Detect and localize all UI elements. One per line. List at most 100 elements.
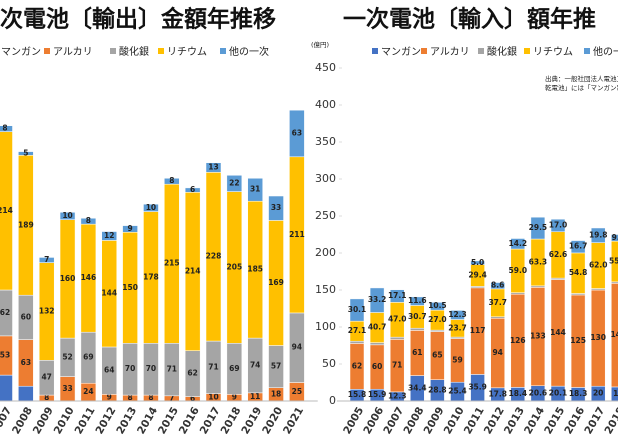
data-label: 215: [164, 259, 180, 268]
data-label: 7: [44, 255, 49, 264]
data-label: 8: [86, 216, 91, 225]
legend-label: マンガン: [1, 46, 41, 58]
data-label: 33.2: [368, 295, 387, 304]
legend-marker: [220, 48, 226, 54]
data-label: 20.1: [549, 389, 568, 398]
bar-segment: [490, 282, 505, 290]
data-label: 12.3: [388, 391, 407, 400]
bar-segment: [389, 336, 405, 340]
legend-label: 酸化銀: [487, 45, 517, 58]
data-label: 144: [101, 289, 117, 298]
data-label: 63.3: [529, 257, 548, 266]
data-label: 22: [229, 178, 239, 187]
legend-label: マンガン: [381, 46, 421, 58]
data-label: 62.6: [549, 250, 568, 259]
y-tick-label: 200: [315, 246, 336, 259]
bar-segment: [247, 178, 263, 202]
data-label: 71: [208, 362, 218, 371]
data-label: 55.0: [609, 257, 618, 266]
legend-marker: [44, 48, 50, 54]
bar-segment: [570, 240, 586, 254]
data-label: 37.7: [488, 298, 507, 307]
bar-segment: [0, 374, 13, 402]
y-tick-label: 400: [315, 98, 336, 111]
bar-segment: [101, 231, 117, 241]
data-label: 25: [292, 387, 302, 396]
data-label: 12: [104, 231, 114, 240]
data-label: 69: [83, 353, 93, 362]
bar-segment: [59, 212, 76, 220]
data-label: 34.4: [408, 383, 427, 392]
data-label: 62: [0, 308, 10, 317]
data-label: 28.8: [428, 385, 447, 394]
data-label: 35.9: [468, 383, 487, 392]
data-label: 47: [41, 373, 51, 382]
data-label: 18.4: [509, 389, 528, 398]
data-label: 63: [292, 128, 302, 137]
y-tick-label: 0: [329, 394, 336, 407]
bar-segment: [143, 203, 159, 212]
source-note: 出典：一般社団法人電池工: [545, 74, 618, 83]
data-label: 59: [452, 355, 462, 364]
data-label: 178: [143, 272, 159, 281]
data-label: 160: [60, 274, 76, 283]
y-tick-label: 100: [315, 320, 336, 333]
bar-segment: [611, 234, 618, 242]
data-label: 54.8: [569, 268, 588, 277]
y-tick-label: 150: [315, 283, 336, 296]
legend-marker: [524, 48, 530, 54]
data-label: 12.3: [448, 310, 467, 319]
legend-marker: [372, 48, 378, 54]
data-label: 62: [352, 361, 362, 370]
data-label: 169: [268, 278, 284, 287]
data-label: 140: [610, 330, 618, 339]
data-label: 18: [271, 389, 281, 398]
data-label: 18.3: [569, 389, 588, 398]
bar-segment: [470, 260, 485, 265]
data-label: 146: [81, 273, 97, 282]
data-label: 63: [21, 358, 31, 367]
data-label: 144: [550, 328, 566, 337]
bar-segment: [18, 151, 34, 156]
data-label: 47.0: [388, 315, 407, 324]
source-note: 乾電池」には「マンガン電: [545, 83, 618, 92]
data-label: 133: [530, 332, 546, 341]
legend-label: リチウム: [533, 46, 573, 58]
data-label: 5: [23, 148, 28, 157]
data-label: 10.5: [428, 301, 447, 310]
data-label: 15.9: [368, 390, 387, 399]
y-tick-label: 50: [322, 357, 336, 370]
data-label: 211: [289, 230, 305, 239]
bar-segment: [18, 385, 34, 402]
bar-segment: [38, 257, 55, 263]
data-label: 228: [206, 252, 222, 261]
y-tick-label: 300: [315, 172, 336, 185]
data-label: 69: [229, 364, 239, 373]
data-label: 30.7: [408, 312, 427, 321]
data-label: 23.7: [448, 323, 467, 332]
data-label: 27.0: [428, 315, 447, 324]
data-label: 17.8: [488, 389, 507, 398]
data-label: 11: [250, 392, 260, 401]
data-label: 64: [104, 366, 114, 375]
data-label: 7: [169, 393, 174, 402]
bar-segment: [226, 175, 243, 192]
y-tick-label: 250: [315, 209, 336, 222]
bar-segment: [550, 218, 566, 233]
data-label: 29.5: [529, 223, 548, 232]
legend-label: 他の一次: [593, 45, 618, 58]
data-label: 189: [18, 220, 34, 229]
data-label: 9: [107, 393, 112, 402]
bar-segment: [410, 296, 425, 306]
chart-title: 次電池〔輸出〕金額年推移: [0, 6, 276, 33]
data-label: 10: [208, 392, 218, 401]
data-label: 24: [83, 387, 93, 396]
data-label: 8: [2, 124, 7, 133]
data-label: 74: [250, 360, 260, 369]
data-label: 6: [190, 185, 195, 194]
y-tick-label: 450: [315, 61, 336, 74]
data-label: 19: [613, 389, 618, 398]
data-label: 20: [593, 389, 603, 398]
bar-segment: [122, 225, 138, 233]
